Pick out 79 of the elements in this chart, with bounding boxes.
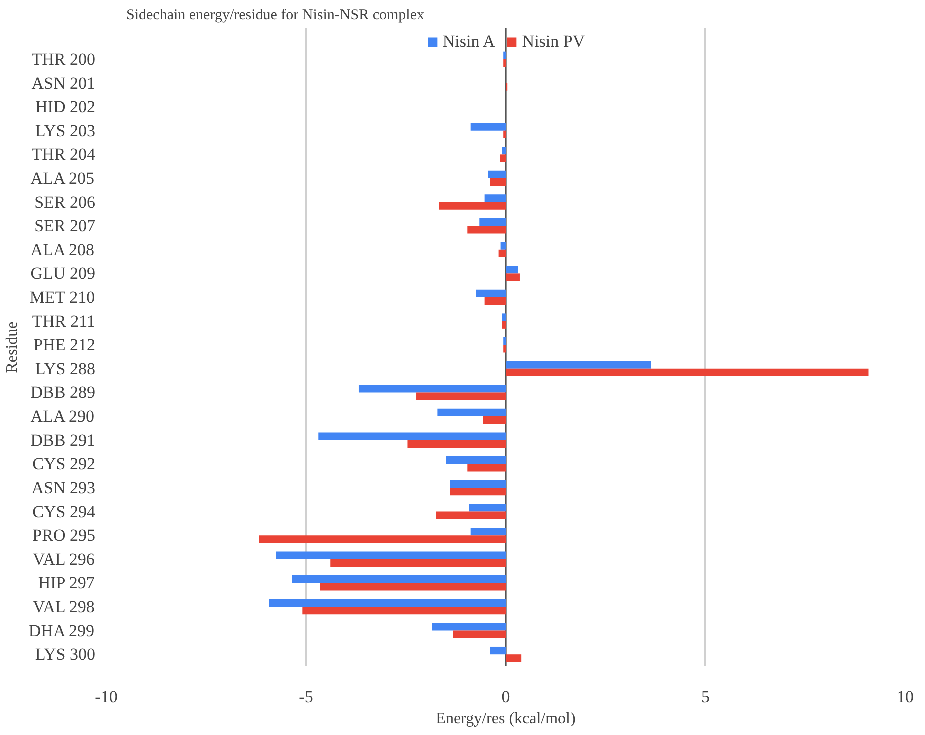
bar [498, 250, 506, 258]
legend-label: Nisin A [442, 32, 496, 52]
bar [488, 170, 506, 178]
y-tick-label: LYS 203 [35, 121, 96, 140]
bar [506, 274, 520, 282]
bar [468, 226, 506, 234]
bar [302, 606, 506, 615]
bar [500, 154, 506, 162]
y-tick-label: ALA 205 [30, 168, 95, 188]
x-tick-label: 0 [502, 688, 510, 706]
y-tick-label: ALA 290 [30, 407, 95, 426]
bar [330, 559, 506, 567]
y-tick-label: ASN 201 [32, 74, 96, 93]
x-tick-label: -10 [95, 688, 118, 706]
bar [480, 218, 506, 226]
x-tick-label: 5 [702, 688, 710, 706]
legend-label: Nisin PV [522, 32, 586, 52]
bar [476, 290, 506, 298]
y-tick-label: SER 206 [34, 192, 96, 212]
y-tick-label: CYS 294 [32, 502, 96, 522]
bar [408, 440, 506, 448]
bar [490, 646, 506, 655]
y-tick-label: DBB 291 [30, 430, 96, 450]
bar [453, 630, 506, 638]
bar [506, 368, 869, 377]
bar [439, 202, 506, 210]
x-tick-label: -5 [299, 688, 314, 706]
bar [506, 266, 518, 274]
bar [506, 654, 522, 662]
bar [269, 599, 506, 607]
y-tick-label: VAL 298 [33, 597, 95, 616]
y-tick-label: DBB 289 [30, 383, 96, 402]
bar [318, 432, 506, 440]
bar [436, 512, 506, 520]
bar [259, 536, 506, 544]
bar [432, 623, 506, 631]
y-tick-label: VAL 296 [33, 550, 95, 569]
bar [502, 321, 506, 329]
bar [446, 456, 506, 464]
bar [502, 147, 506, 155]
bar [358, 385, 506, 393]
bar [416, 392, 506, 400]
y-tick-label: PHE 212 [34, 336, 96, 355]
bar [500, 242, 506, 250]
bar [438, 408, 506, 417]
x-axis-title: Energy/res (kcal/mol) [436, 710, 576, 728]
bar [470, 528, 506, 536]
y-tick-label: ALA 208 [30, 240, 95, 260]
bar [483, 416, 506, 424]
y-tick-label: HID 202 [36, 98, 96, 117]
bar [469, 504, 506, 512]
bar [490, 178, 506, 186]
y-tick-label: SER 207 [34, 216, 96, 236]
bar [484, 298, 506, 306]
y-tick-label: LYS 288 [35, 359, 96, 378]
y-tick-label: THR 211 [32, 312, 96, 331]
y-tick-label: MET 210 [30, 288, 96, 308]
y-tick-label: LYS 300 [35, 645, 96, 664]
y-tick-label: DHA 299 [28, 621, 95, 640]
y-tick-label: CYS 292 [32, 454, 96, 474]
bar [484, 194, 506, 202]
bar [468, 464, 506, 472]
x-tick-label: 10 [897, 688, 914, 706]
bar [470, 123, 506, 131]
bar [292, 576, 506, 584]
bar [502, 314, 506, 322]
chart-title: Sidechain energy/residue for Nisin-NSR complex [126, 8, 425, 24]
bar [506, 361, 652, 369]
y-tick-label: GLU 209 [30, 264, 96, 284]
bar [450, 488, 506, 496]
y-tick-label: ASN 293 [32, 478, 96, 498]
y-axis-title: Residue [4, 322, 21, 374]
y-tick-label: THR 204 [32, 145, 96, 164]
bar [276, 552, 506, 560]
bar [320, 583, 506, 591]
y-tick-label: PRO 295 [32, 526, 96, 546]
y-tick-label: HIP 297 [38, 574, 96, 593]
y-tick-label: THR 200 [32, 50, 96, 69]
bar [450, 480, 506, 488]
